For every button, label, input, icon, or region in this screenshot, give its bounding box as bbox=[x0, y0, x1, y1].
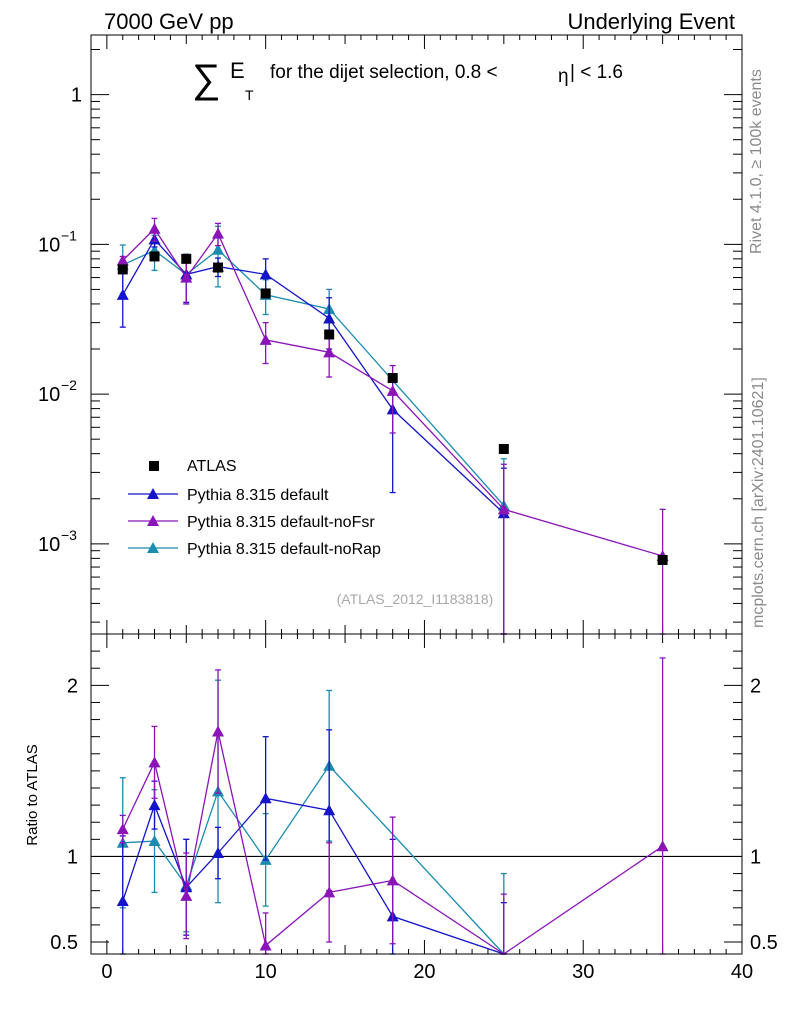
x-tick-label: 40 bbox=[731, 961, 753, 983]
ratio-y-tick-label-right: 0.5 bbox=[750, 932, 778, 954]
main-y-tick-label: 10 bbox=[38, 234, 60, 256]
ratio-ylabel: Ratio to ATLAS bbox=[24, 744, 41, 845]
watermark: (ATLAS_2012_I1183818) bbox=[337, 591, 494, 607]
ratio-point bbox=[180, 889, 193, 901]
main-series-line bbox=[122, 238, 505, 514]
ratio-series-line bbox=[122, 764, 505, 955]
main-point bbox=[323, 346, 336, 358]
ratio-y-tick-label: 0.5 bbox=[50, 932, 78, 954]
main-point bbox=[212, 227, 225, 239]
header-left: 7000 GeV pp bbox=[104, 9, 234, 34]
main-point bbox=[497, 503, 510, 515]
main-y-tick-label: 10 bbox=[38, 384, 60, 406]
ratio-point bbox=[212, 847, 225, 859]
legend-marker-norap bbox=[147, 542, 159, 553]
ratio-point bbox=[212, 725, 225, 737]
x-tick-label: 10 bbox=[255, 961, 277, 983]
ratio-frame bbox=[90, 633, 743, 955]
main-point bbox=[212, 243, 225, 255]
title-eta: η bbox=[558, 66, 569, 87]
ratio-point bbox=[323, 804, 336, 816]
x-tick-label: 30 bbox=[572, 961, 594, 983]
x-tick-label: 20 bbox=[413, 961, 435, 983]
ratio-series-line bbox=[122, 797, 505, 955]
ratio-point bbox=[116, 894, 129, 906]
ratio-y-tick-label-right: 2 bbox=[750, 675, 761, 697]
main-point bbox=[116, 254, 129, 266]
atlas-point bbox=[149, 251, 160, 262]
header-right: Underlying Event bbox=[567, 9, 735, 34]
main-point bbox=[180, 271, 193, 283]
title-sum-symbol: ∑ bbox=[192, 57, 221, 101]
legend-marker-nofsr bbox=[147, 515, 159, 526]
ratio-point bbox=[148, 756, 161, 768]
ratio-point bbox=[259, 939, 272, 951]
chart-title: ∑ E T for the dijet selection, 0.8 < η |… bbox=[192, 57, 623, 103]
main-point bbox=[148, 222, 161, 234]
main-point bbox=[116, 288, 129, 300]
legend-label-default: Pythia 8.315 default bbox=[187, 487, 329, 504]
atlas-point bbox=[387, 373, 398, 384]
main-series-line bbox=[122, 248, 505, 507]
ratio-y-tick-label-right: 1 bbox=[750, 846, 761, 868]
atlas-point bbox=[324, 329, 335, 340]
main-point bbox=[259, 268, 272, 280]
atlas-point bbox=[260, 288, 271, 299]
ratio-y-tick-label: 2 bbox=[67, 675, 78, 697]
main-y-tick-exponent: −2 bbox=[61, 377, 77, 393]
ratio-y-tick-label: 1 bbox=[67, 846, 78, 868]
ratio-frame-top bbox=[90, 633, 743, 955]
main-panel: 110−110−210−3 bbox=[38, 34, 743, 635]
atlas-point bbox=[498, 443, 509, 454]
ratio-point bbox=[148, 799, 161, 811]
main-point bbox=[386, 384, 399, 396]
main-y-tick-label: 1 bbox=[71, 85, 82, 107]
ratio-panel: 0 10 20 30 40 2 2 1 1 0.5 0.5 bbox=[50, 633, 778, 983]
atlas-point bbox=[181, 253, 192, 264]
mcplots-label: mcplots.cern.ch [arXiv:2401.10621] bbox=[750, 377, 767, 628]
legend: ATLAS Pythia 8.315 default Pythia 8.315 … bbox=[128, 458, 381, 558]
title-symbol: E bbox=[230, 58, 245, 83]
atlas-point bbox=[657, 555, 668, 566]
title-subscript: T bbox=[245, 87, 254, 103]
main-y-tick-exponent: −3 bbox=[61, 527, 77, 543]
legend-label-nofsr: Pythia 8.315 default-noFsr bbox=[187, 514, 375, 531]
ratio-point bbox=[656, 840, 669, 852]
legend-marker-default bbox=[147, 488, 159, 499]
main-y-tick-label: 10 bbox=[38, 534, 60, 556]
main-y-tick-exponent: −1 bbox=[61, 227, 77, 243]
ratio-point bbox=[259, 792, 272, 804]
title-rest: | < 1.6 bbox=[570, 62, 623, 83]
legend-marker-atlas bbox=[149, 461, 159, 471]
atlas-point bbox=[213, 262, 224, 273]
main-point bbox=[259, 333, 272, 345]
ratio-point bbox=[323, 886, 336, 898]
ratio-point bbox=[116, 823, 129, 835]
main-point bbox=[323, 312, 336, 324]
ratio-point bbox=[386, 874, 399, 886]
atlas-point bbox=[117, 264, 128, 275]
title-text: for the dijet selection, 0.8 < bbox=[270, 62, 498, 83]
legend-label-atlas: ATLAS bbox=[187, 458, 237, 475]
ratio-point bbox=[148, 835, 161, 847]
x-tick-label: 0 bbox=[101, 961, 112, 983]
rivet-label: Rivet 4.1.0, ≥ 100k events bbox=[748, 69, 765, 254]
legend-label-norap: Pythia 8.315 default-noRap bbox=[187, 541, 381, 558]
